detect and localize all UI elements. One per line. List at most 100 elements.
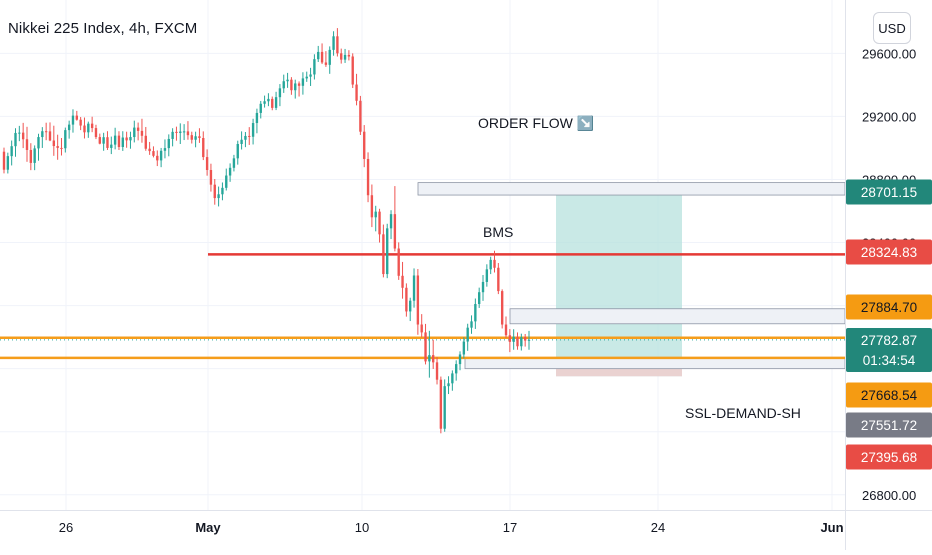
candle-body [320, 51, 324, 63]
candle-body [443, 386, 446, 429]
candle-body [83, 125, 86, 133]
candle-body [416, 275, 420, 325]
trade-zones [417, 182, 846, 377]
candle-body [378, 211, 381, 235]
candle-body [504, 324, 508, 336]
candle-body [462, 341, 466, 355]
candle-body [136, 127, 140, 131]
candle-body [294, 83, 297, 91]
order-flow-annotation: ORDER FLOW ↘️ [478, 115, 594, 132]
candle-body [263, 101, 266, 104]
candle-body [75, 115, 78, 120]
candle-body [366, 158, 370, 196]
supply-box-lower [509, 308, 846, 325]
candle-body [213, 184, 216, 199]
candle-body [198, 136, 201, 139]
candle-body [90, 123, 94, 129]
candle-body [474, 304, 477, 322]
candle-body [343, 54, 347, 60]
candle-body [194, 136, 197, 140]
candle-body [221, 187, 224, 195]
candle-body [205, 157, 209, 171]
candle-body [225, 175, 228, 188]
candle-body [159, 150, 163, 161]
candle-body [117, 135, 121, 147]
candle-body [148, 148, 151, 152]
candle-body [6, 156, 10, 170]
candle-body [512, 336, 515, 342]
x-tick-label: Jun [820, 520, 843, 535]
countdown-label: 01:34:54 [863, 353, 916, 368]
candle-body [48, 131, 52, 141]
candle-body [209, 170, 213, 185]
candle-body [324, 62, 328, 65]
x-tick-label: 26 [59, 520, 73, 535]
candle-body [447, 383, 450, 387]
candle-body [355, 84, 358, 101]
demand-box [464, 357, 846, 370]
candle-body [432, 355, 435, 363]
candle-body [424, 332, 427, 362]
annotations: ORDER FLOW ↘️ BMS SSL-DEMAND-SH [478, 115, 801, 421]
chart-title: Nikkei 225 Index, 4h, FXCM [8, 20, 198, 37]
candle-body [347, 54, 351, 57]
candle-body [290, 79, 293, 91]
candle-body [102, 137, 105, 144]
candle-body [489, 259, 492, 270]
candle-body [163, 148, 167, 151]
candle-body [527, 339, 531, 341]
candle-body [363, 131, 366, 159]
candle-body [297, 83, 301, 86]
candle-body [60, 147, 63, 149]
candle-body [56, 146, 59, 148]
candle-body [129, 137, 132, 141]
currency-button[interactable]: USD [873, 12, 911, 44]
candle-body [301, 78, 305, 86]
candle-body [458, 354, 462, 365]
price-badge [846, 444, 932, 470]
candle-body [156, 155, 159, 161]
candle-body [217, 194, 220, 199]
candle-body [44, 131, 48, 133]
candle-body [359, 100, 362, 132]
candle-body [259, 103, 262, 113]
candle-body [21, 132, 25, 140]
candle-body [25, 139, 29, 150]
candle-body [305, 76, 308, 79]
candle-body [370, 195, 374, 218]
candle-body [228, 167, 232, 176]
candle-body [121, 137, 124, 147]
price-badge [846, 382, 932, 408]
candle-body [267, 98, 270, 102]
price-badge [846, 294, 932, 320]
candle-body [481, 281, 485, 293]
price-badge [846, 412, 932, 438]
candle-body [309, 74, 312, 77]
candle-body [232, 158, 236, 168]
candle-body [190, 135, 193, 140]
price-badge-label: 28701.15 [861, 185, 917, 200]
candle-body [374, 211, 377, 218]
candle-body [389, 214, 393, 229]
candle-body [351, 56, 354, 85]
candle-body [87, 123, 90, 133]
price-badge-label: 27395.68 [861, 450, 917, 465]
candle-body [186, 131, 190, 136]
price-badge-label: 27551.72 [861, 418, 917, 433]
candle-body [175, 131, 178, 133]
candle-body [336, 36, 339, 54]
price-badge-label: 27782.87 [861, 333, 917, 348]
candle-body [493, 259, 496, 268]
candle-body [409, 300, 412, 312]
candle-body [167, 138, 170, 149]
candle-body [106, 137, 109, 148]
candle-body [113, 135, 117, 145]
candle-body [14, 132, 17, 147]
candle-body [439, 379, 443, 429]
candle-body [33, 148, 36, 163]
candle-body [401, 275, 404, 288]
candle-body [236, 143, 239, 159]
candle-body [10, 146, 13, 157]
